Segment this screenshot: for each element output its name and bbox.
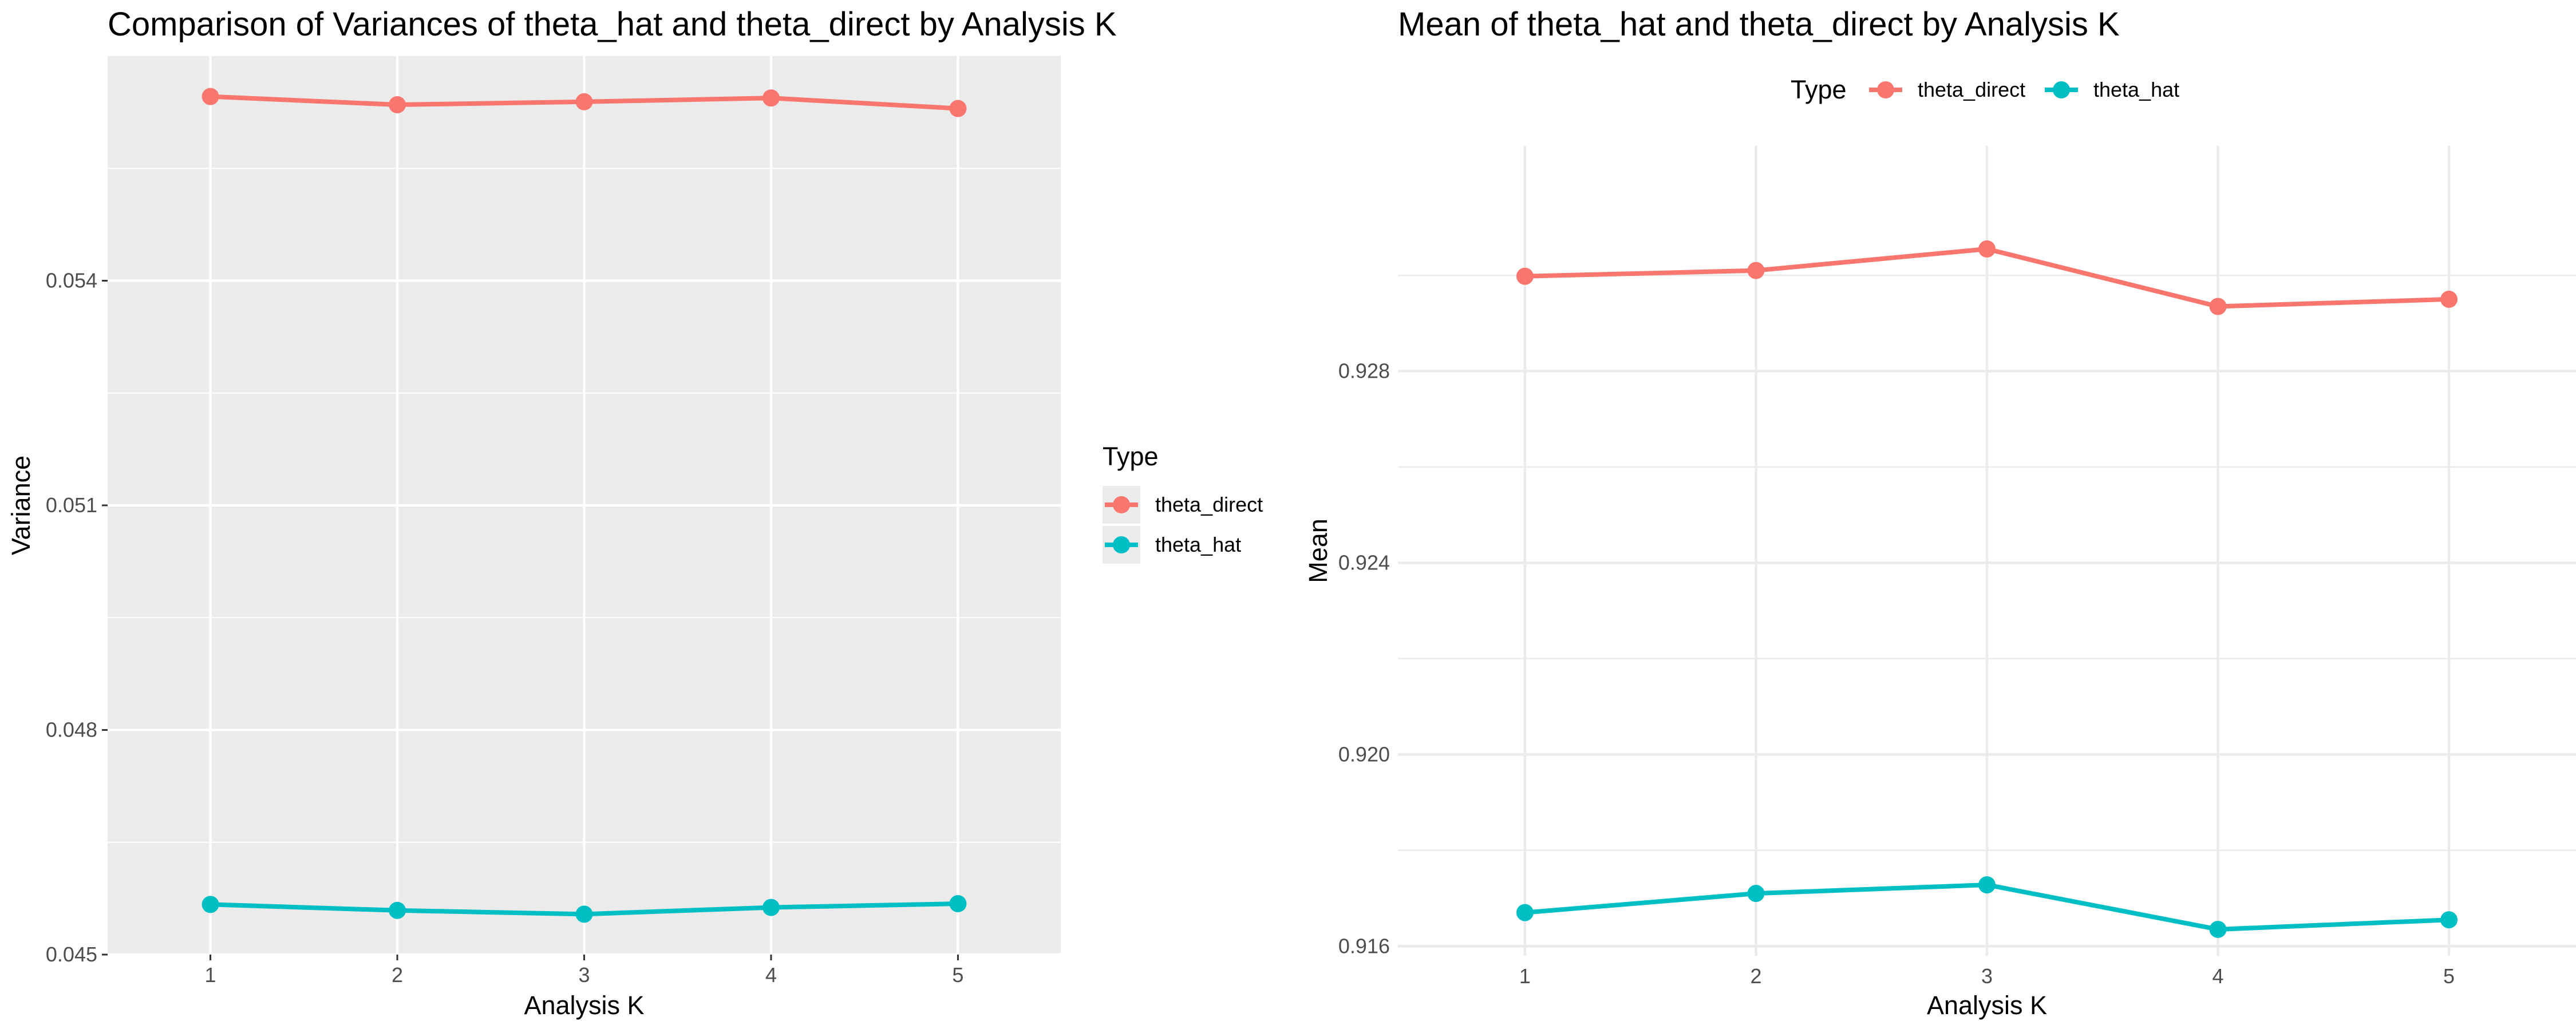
x-tick-label: 3 (578, 963, 590, 987)
variance-gridlines (108, 56, 1061, 956)
variance-series (202, 88, 967, 923)
x-tick-label: 1 (1519, 964, 1531, 988)
y-tick-label: 0.924 (1338, 551, 1390, 574)
data-point-theta_hat (1978, 876, 1996, 894)
variance-chart-title: Comparison of Variances of theta_hat and… (108, 6, 1117, 43)
data-point-theta_direct (1978, 240, 1996, 258)
mean-chart-title: Mean of theta_hat and theta_direct by An… (1398, 6, 2120, 43)
mean-y-axis-title: Mean (1303, 519, 1333, 583)
x-tick-label: 2 (1750, 964, 1761, 988)
variance-chart: 0.045 0.048 0.051 0.054 1 2 3 4 5 Comparison of… (6, 6, 1263, 1020)
variance-legend-items: theta_direct theta_hat (1103, 486, 1263, 564)
legend-key-point (1877, 81, 1894, 98)
variance-y-axis-title: Variance (6, 456, 35, 555)
variance-legend: Type theta_direct theta_hat (1103, 442, 1263, 564)
data-point-theta_hat (1516, 904, 1534, 921)
data-point-theta_direct (949, 100, 967, 117)
mean-x-axis-title: Analysis K (1927, 991, 2047, 1020)
legend-key-point (2053, 81, 2070, 98)
data-point-theta_hat (2209, 920, 2227, 938)
y-tick-label: 0.054 (46, 269, 97, 292)
variance-x-ticks: 1 2 3 4 5 (205, 955, 963, 987)
mean-legend-items: theta_direct theta_hat (1869, 78, 2179, 101)
variance-x-axis-title: Analysis K (524, 991, 644, 1020)
mean-legend: Type theta_direct theta_hat (1791, 75, 2179, 104)
data-point-theta_direct (2209, 298, 2227, 315)
legend-label-theta_direct: theta_direct (1918, 78, 2025, 101)
mean-series (1516, 240, 2458, 938)
legend-label-theta_direct: theta_direct (1155, 493, 1263, 516)
data-point-theta_hat (949, 895, 967, 913)
mean-legend-title: Type (1791, 75, 1847, 104)
data-point-theta_direct (202, 88, 219, 105)
y-tick-label: 0.051 (46, 493, 97, 517)
data-point-theta_direct (2440, 290, 2458, 308)
data-point-theta_hat (202, 896, 219, 913)
x-tick-label: 5 (952, 963, 963, 987)
data-point-theta_hat (762, 899, 780, 916)
legend-key-point (1113, 496, 1130, 513)
y-tick-label: 0.928 (1338, 359, 1390, 383)
variance-legend-title: Type (1103, 442, 1159, 471)
variance-y-ticks: 0.045 0.048 0.051 0.054 (46, 269, 108, 966)
data-point-theta_direct (575, 93, 593, 110)
y-tick-label: 0.045 (46, 943, 97, 966)
x-tick-label: 3 (1981, 964, 1993, 988)
x-tick-label: 1 (205, 963, 216, 987)
data-point-theta_direct (1747, 262, 1765, 279)
y-tick-label: 0.916 (1338, 934, 1390, 957)
y-tick-label: 0.920 (1338, 742, 1390, 766)
data-point-theta_direct (1516, 267, 1534, 285)
data-point-theta_hat (1747, 885, 1765, 903)
mean-chart: 0.916 0.920 0.924 0.928 1 2 3 4 5 Mean of theta… (1303, 6, 2576, 1020)
x-tick-label: 5 (2443, 964, 2455, 988)
data-point-theta_direct (389, 96, 406, 114)
legend-label-theta_hat: theta_hat (2093, 78, 2179, 101)
y-tick-label: 0.048 (46, 718, 97, 742)
data-point-theta_hat (575, 905, 593, 923)
data-point-theta_hat (389, 901, 406, 919)
x-tick-label: 2 (392, 963, 403, 987)
mean-y-ticks: 0.916 0.920 0.924 0.928 (1338, 359, 1390, 958)
x-tick-label: 4 (2212, 964, 2224, 988)
legend-label-theta_hat: theta_hat (1155, 533, 1241, 556)
data-point-theta_hat (2440, 911, 2458, 929)
mean-x-ticks: 1 2 3 4 5 (1519, 964, 2455, 988)
legend-key-point (1113, 536, 1130, 553)
data-point-theta_direct (762, 89, 780, 107)
x-tick-label: 4 (765, 963, 777, 987)
